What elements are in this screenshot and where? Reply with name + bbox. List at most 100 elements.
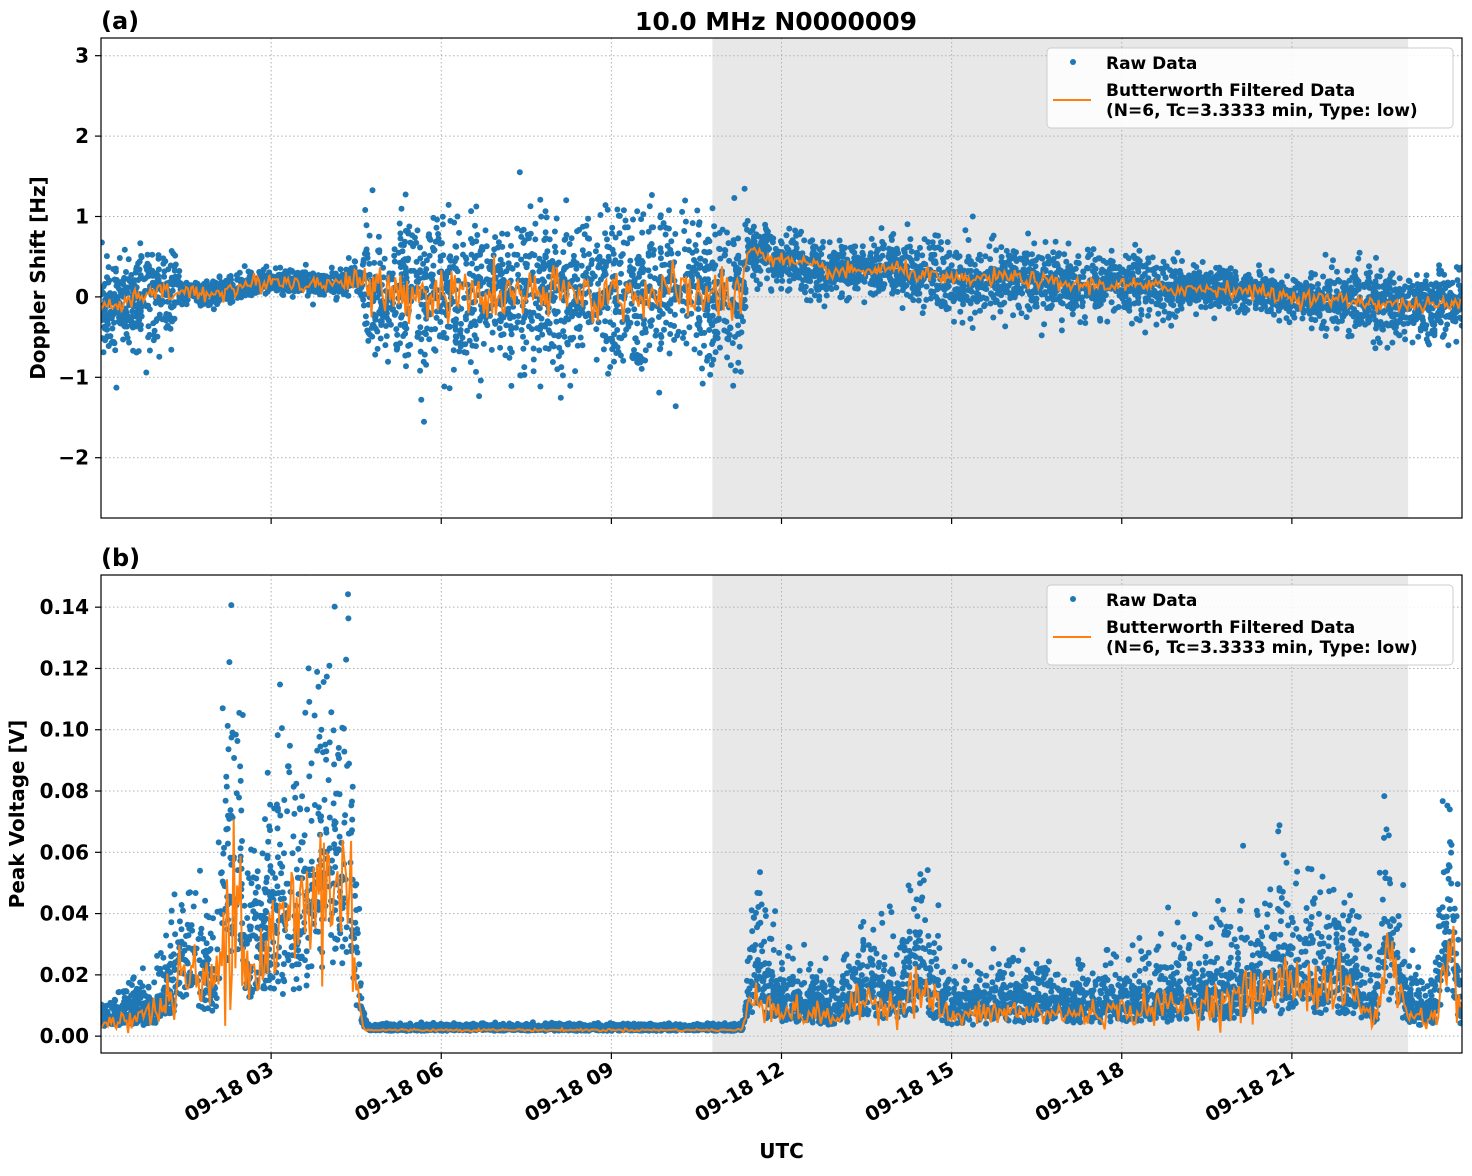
raw-data-point <box>114 277 120 283</box>
raw-data-point <box>1351 314 1357 320</box>
raw-data-point <box>455 214 461 220</box>
raw-data-point <box>500 261 506 267</box>
raw-data-point <box>543 208 549 214</box>
raw-data-point <box>966 237 972 243</box>
raw-data-point <box>569 235 575 241</box>
raw-data-point <box>626 321 632 327</box>
raw-data-point <box>658 255 664 261</box>
raw-data-point <box>639 366 645 372</box>
raw-data-point <box>921 304 927 310</box>
raw-data-point <box>306 289 312 295</box>
raw-data-point <box>505 252 511 258</box>
raw-data-point <box>399 206 405 212</box>
raw-data-point <box>580 247 586 253</box>
raw-data-point <box>648 323 654 329</box>
raw-data-point <box>647 273 653 279</box>
raw-data-point <box>1447 290 1453 296</box>
raw-data-point <box>641 321 647 327</box>
raw-data-point <box>558 395 564 401</box>
raw-data-point <box>394 332 400 338</box>
raw-data-point <box>1415 281 1421 287</box>
raw-data-point <box>520 278 526 284</box>
raw-data-point <box>1129 321 1135 327</box>
raw-data-point <box>1175 269 1181 275</box>
raw-data-point <box>931 260 937 266</box>
raw-data-point <box>596 264 602 270</box>
raw-data-point <box>893 282 899 288</box>
raw-data-point <box>693 242 699 248</box>
raw-data-point <box>117 255 123 261</box>
raw-data-point <box>603 260 609 266</box>
raw-data-point <box>352 258 358 264</box>
raw-data-point <box>226 274 232 280</box>
raw-data-point <box>536 313 542 319</box>
raw-data-point <box>394 347 400 353</box>
raw-data-point <box>914 255 920 261</box>
raw-data-point <box>143 264 149 270</box>
raw-data-point <box>1310 309 1316 315</box>
figure-title: 10.0 MHz N0000009 <box>635 7 917 36</box>
raw-data-point <box>432 247 438 253</box>
raw-data-point <box>594 242 600 248</box>
raw-data-point <box>1108 258 1114 264</box>
raw-data-point <box>421 359 427 365</box>
raw-data-point <box>372 352 378 358</box>
raw-data-point <box>417 368 423 374</box>
raw-data-point <box>414 279 420 285</box>
raw-data-point <box>1438 320 1444 326</box>
raw-data-point <box>532 221 538 227</box>
raw-data-point <box>453 266 459 272</box>
raw-data-point <box>1413 317 1419 323</box>
raw-data-point <box>600 332 606 338</box>
raw-data-point <box>474 266 480 272</box>
raw-data-point <box>473 238 479 244</box>
raw-data-point <box>707 249 713 255</box>
raw-data-point <box>595 281 601 287</box>
raw-data-point <box>106 264 112 270</box>
raw-data-point <box>1452 318 1458 324</box>
raw-data-point <box>1390 270 1396 276</box>
raw-data-point <box>658 332 664 338</box>
raw-data-point <box>447 324 453 330</box>
raw-data-point <box>1202 295 1208 301</box>
raw-data-point <box>1061 251 1067 257</box>
raw-data-point <box>1175 250 1181 256</box>
raw-data-point <box>567 241 573 247</box>
raw-data-point <box>721 327 727 333</box>
raw-data-point <box>697 265 703 271</box>
raw-data-point <box>575 343 581 349</box>
raw-data-point <box>1170 256 1176 262</box>
raw-data-point <box>463 255 469 261</box>
raw-data-point <box>889 290 895 296</box>
raw-data-point <box>509 349 515 355</box>
raw-data-point <box>1138 307 1144 313</box>
raw-data-point <box>649 317 655 323</box>
raw-data-point <box>1153 322 1159 328</box>
raw-data-point <box>625 308 631 314</box>
raw-data-point <box>558 349 564 355</box>
raw-data-point <box>809 237 815 243</box>
raw-data-point <box>543 345 549 351</box>
raw-data-point <box>1160 317 1166 323</box>
raw-data-point <box>699 366 705 372</box>
raw-data-point <box>634 208 640 214</box>
raw-data-point <box>793 233 799 239</box>
raw-data-point <box>452 243 458 249</box>
raw-data-point <box>990 315 996 321</box>
raw-data-point <box>859 250 865 256</box>
raw-data-point <box>382 342 388 348</box>
raw-data-point <box>900 305 906 311</box>
raw-data-point <box>409 232 415 238</box>
raw-data-point <box>851 244 857 250</box>
raw-data-point <box>901 247 907 253</box>
raw-data-point <box>564 264 570 270</box>
raw-data-point <box>536 347 542 353</box>
raw-data-point <box>136 348 142 354</box>
raw-data-point <box>1232 304 1238 310</box>
raw-data-point <box>827 239 833 245</box>
raw-data-point <box>1019 310 1025 316</box>
raw-data-point <box>1130 264 1136 270</box>
raw-data-point <box>704 358 710 364</box>
raw-data-point <box>986 243 992 249</box>
raw-data-point <box>374 329 380 335</box>
